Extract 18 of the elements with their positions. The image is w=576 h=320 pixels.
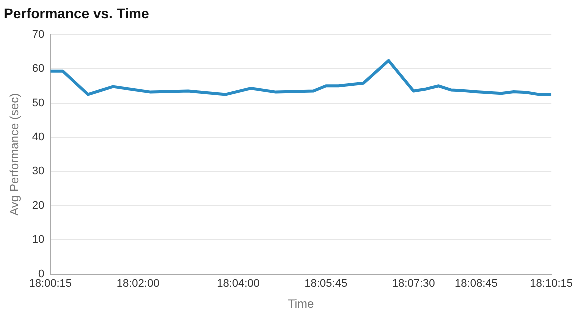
x-tick-label: 18:08:45 [455,278,498,290]
x-tick-label: 18:02:00 [116,278,160,290]
x-tick-label: 18:00:15 [29,278,72,290]
x-tick-label: 18:04:00 [217,278,260,290]
y-axis-title: Avg Performance (sec) [8,93,22,216]
y-tick-label: 40 [32,132,45,144]
x-tick-label: 18:05:45 [304,278,348,290]
x-tick-label: 18:10:15 [530,278,574,290]
y-tick-label: 60 [32,63,45,76]
y-tick-label: 20 [32,200,45,212]
y-tick-label: 70 [32,28,45,41]
x-tick-label: 18:07:30 [392,278,436,290]
y-tick-label: 0 [38,268,45,280]
chart-title: Performance vs. Time [4,5,150,22]
y-tick-label: 10 [32,234,45,246]
x-axis-title: Time [288,297,315,312]
y-tick-label: 30 [32,166,45,178]
y-tick-label: 50 [32,97,45,110]
